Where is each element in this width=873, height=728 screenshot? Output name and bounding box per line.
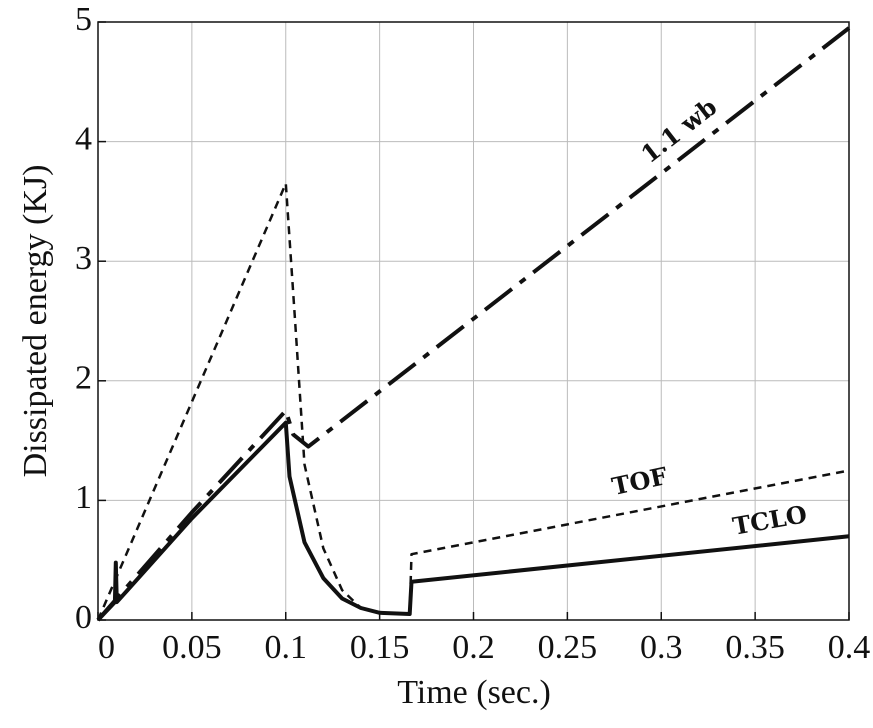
x-tick-label: 0 [98, 629, 115, 666]
x-tick-label: 0.15 [350, 629, 410, 666]
x-tick-label: 0.35 [725, 629, 785, 666]
x-tick-label: 0.25 [538, 629, 598, 666]
x-tick-label: 0.1 [265, 629, 308, 666]
x-tick-label: 0.3 [640, 629, 683, 666]
y-tick-label: 3 [75, 240, 92, 277]
y-tick-label: 4 [75, 120, 92, 157]
series-line [96, 26, 851, 622]
y-axis-label: Dissipated energy (KJ) [17, 165, 54, 478]
series-label: TCLO [730, 499, 809, 541]
y-tick-label: 0 [75, 599, 92, 636]
x-tick-label: 0.2 [452, 629, 495, 666]
x-tick-label: 0.4 [828, 629, 871, 666]
plot-frame [97, 21, 850, 621]
x-tick-label: 0.05 [162, 629, 222, 666]
x-axis-label: Time (sec.) [397, 674, 551, 711]
series-line [96, 420, 850, 622]
y-tick-label: 1 [75, 479, 92, 516]
y-tick-label: 2 [75, 360, 92, 397]
y-tick-label: 5 [75, 1, 92, 38]
